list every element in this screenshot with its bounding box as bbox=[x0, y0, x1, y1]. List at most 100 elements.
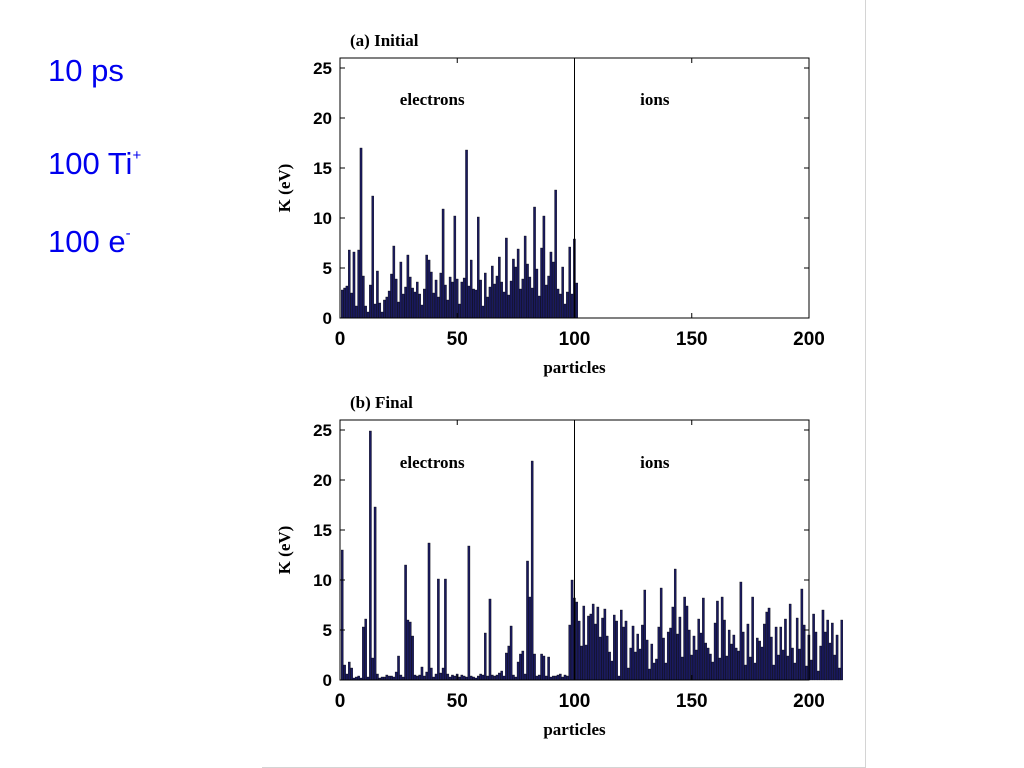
plot-a-x-tick-label: 0 bbox=[335, 329, 346, 350]
plot-b-bar bbox=[657, 626, 661, 681]
plot-a-bar bbox=[530, 287, 534, 319]
plot-a-bar bbox=[427, 259, 431, 319]
plot-a-bar bbox=[369, 284, 372, 319]
plot-b-bar bbox=[732, 634, 736, 681]
plot-b-bar bbox=[821, 609, 825, 681]
plot-b-bar bbox=[770, 636, 773, 681]
plot-b-bar bbox=[753, 662, 757, 681]
plot-b-bar bbox=[357, 675, 360, 681]
plot-b-y-tick-label: 5 bbox=[323, 621, 332, 640]
plot-a-bar bbox=[425, 254, 428, 319]
plot-b-bar bbox=[662, 637, 665, 681]
plot-b-bar bbox=[425, 671, 428, 681]
plot-b-bar bbox=[533, 653, 536, 681]
plot-b-bar bbox=[530, 460, 534, 681]
plot-b-bar bbox=[631, 625, 635, 681]
plot-a-y-axis-label: K (eV) bbox=[275, 164, 294, 213]
plot-b-bar bbox=[580, 645, 583, 681]
electrons-label-base: 100 e bbox=[48, 224, 126, 259]
plot-a-bar bbox=[547, 275, 550, 319]
plot-a-bar bbox=[535, 268, 539, 319]
plot-b-bar bbox=[537, 674, 541, 681]
plot-b-bar bbox=[638, 648, 642, 681]
plot-b-bar bbox=[800, 588, 804, 681]
plot-b-bar bbox=[692, 635, 696, 681]
slide-text-time: 10 ps bbox=[48, 55, 124, 86]
plot-b-bar bbox=[688, 629, 691, 681]
plot-a-bar bbox=[413, 291, 417, 319]
plot-b-y-tick-label: 10 bbox=[313, 571, 332, 590]
plot-b-bar bbox=[699, 632, 703, 681]
plot-b-bar bbox=[634, 651, 637, 681]
plot-a-bar bbox=[505, 237, 508, 319]
plot-a-bar bbox=[514, 266, 518, 319]
plot-a-bar bbox=[397, 301, 400, 319]
plot-b-bar bbox=[702, 597, 705, 681]
plot-a-bar bbox=[537, 295, 541, 319]
plot-b-y-tick-label: 15 bbox=[313, 521, 332, 540]
plot-b-bar bbox=[486, 675, 489, 681]
plot-a-bar bbox=[566, 291, 569, 319]
plot-b-bar bbox=[648, 668, 651, 681]
plot-a-bar bbox=[357, 249, 360, 319]
plot-b-bar bbox=[406, 619, 410, 681]
plot-b-bar bbox=[582, 605, 586, 681]
plot-a-bar bbox=[404, 286, 407, 319]
plot-a-bar bbox=[411, 287, 414, 319]
plot-b-bar bbox=[427, 542, 431, 681]
plot-b-bar bbox=[535, 675, 539, 681]
plot-a-x-axis-label: particles bbox=[543, 358, 606, 377]
plot-b-bar bbox=[713, 622, 717, 681]
plot-a-bar bbox=[448, 276, 452, 319]
plot-b-bar bbox=[373, 506, 377, 681]
plot-a-bar bbox=[467, 285, 471, 319]
plot-b-bar bbox=[645, 639, 649, 681]
plot-b-bar bbox=[385, 674, 389, 681]
plot-a-bar bbox=[373, 303, 377, 319]
plot-b-bar bbox=[791, 647, 794, 681]
plot-a-bar bbox=[556, 288, 560, 319]
plot-a-bar bbox=[469, 259, 473, 319]
plot-a-y-tick-label: 10 bbox=[313, 209, 332, 228]
plot-a-bar bbox=[458, 303, 461, 319]
plot-b-bar bbox=[397, 655, 400, 681]
plot-b-bar bbox=[547, 656, 550, 681]
plot-b-bar bbox=[345, 673, 349, 681]
plot-b-bar bbox=[730, 643, 733, 681]
plot-a-bar bbox=[406, 254, 410, 319]
plot-b-bar bbox=[350, 667, 353, 681]
plot-b-bar bbox=[828, 642, 832, 681]
plot-a-bar bbox=[432, 292, 435, 319]
plot-b-bar bbox=[765, 611, 768, 681]
plot-b-bar bbox=[617, 675, 621, 681]
plot-b-bar bbox=[697, 618, 700, 681]
plot-a-x-tick-label: 150 bbox=[676, 329, 708, 350]
plot-b-x-tick-label: 200 bbox=[793, 691, 825, 712]
plot-b-bar bbox=[678, 616, 682, 681]
plot-a-bar bbox=[416, 281, 419, 319]
plot-b-bar bbox=[516, 661, 520, 681]
plot-a-bar bbox=[423, 288, 426, 319]
plot-a-bar bbox=[498, 256, 501, 319]
plot-b-bar bbox=[439, 672, 442, 681]
plot-a-bar bbox=[399, 261, 403, 319]
plot-b-bar bbox=[584, 644, 588, 681]
plot-b-bar bbox=[467, 545, 471, 681]
plot-b-bar bbox=[756, 637, 759, 681]
plot-b-bar bbox=[369, 430, 372, 681]
plot-a-bar bbox=[359, 147, 363, 319]
plot-b-bar bbox=[774, 626, 778, 681]
plot-b-bar bbox=[727, 629, 731, 681]
plot-a-bar bbox=[409, 276, 412, 319]
plot-a-bar bbox=[561, 266, 564, 319]
time-label: 10 ps bbox=[48, 53, 124, 88]
plot-b-bar bbox=[596, 606, 600, 681]
plot-b-title: (b) Final bbox=[350, 393, 413, 412]
plot-b-bar bbox=[594, 623, 597, 681]
plot-a-bar bbox=[455, 278, 459, 319]
plot-a-bar bbox=[343, 287, 346, 319]
plot-b-bar bbox=[610, 660, 614, 681]
plot-b-bar bbox=[749, 656, 752, 681]
plot-b-bar bbox=[362, 626, 365, 681]
